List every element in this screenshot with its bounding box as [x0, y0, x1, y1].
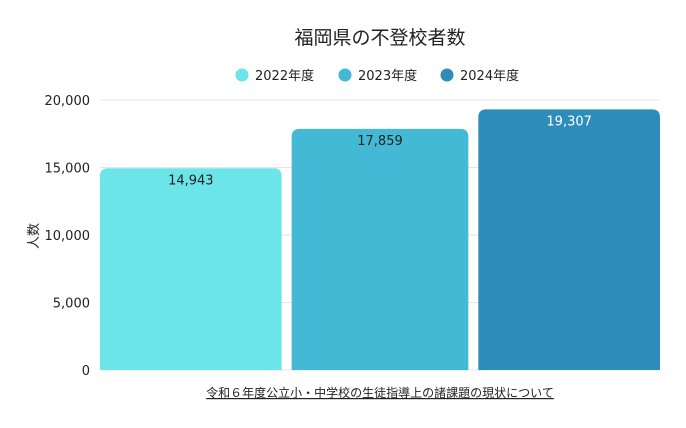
y-tick-label: 20,000 [45, 94, 91, 109]
bar-2022年度[interactable] [100, 168, 282, 370]
y-tick-label: 10,000 [45, 229, 91, 244]
legend-item[interactable]: 2023年度 [358, 68, 417, 84]
y-tick-label: 0 [82, 364, 90, 379]
legend-marker [338, 68, 352, 82]
chart-title: 福岡県の不登校者数 [294, 27, 465, 49]
x-axis-label-source-link[interactable]: 令和６年度公立小・中学校の生徒指導上の諸課題の現状について [206, 385, 554, 400]
legend-marker [440, 68, 454, 82]
bar-2023年度[interactable] [291, 128, 469, 370]
data-label: 14,943 [168, 173, 214, 188]
legend-item[interactable]: 2022年度 [255, 68, 314, 84]
legend-marker [235, 68, 249, 82]
y-axis-label: 人数 [27, 223, 42, 249]
data-label: 17,859 [357, 134, 403, 149]
bar-2024年度[interactable] [478, 109, 660, 370]
y-tick-label: 15,000 [45, 162, 91, 177]
y-tick-label: 5,000 [53, 297, 90, 312]
legend-item[interactable]: 2024年度 [460, 68, 519, 84]
data-label: 19,307 [546, 114, 592, 129]
